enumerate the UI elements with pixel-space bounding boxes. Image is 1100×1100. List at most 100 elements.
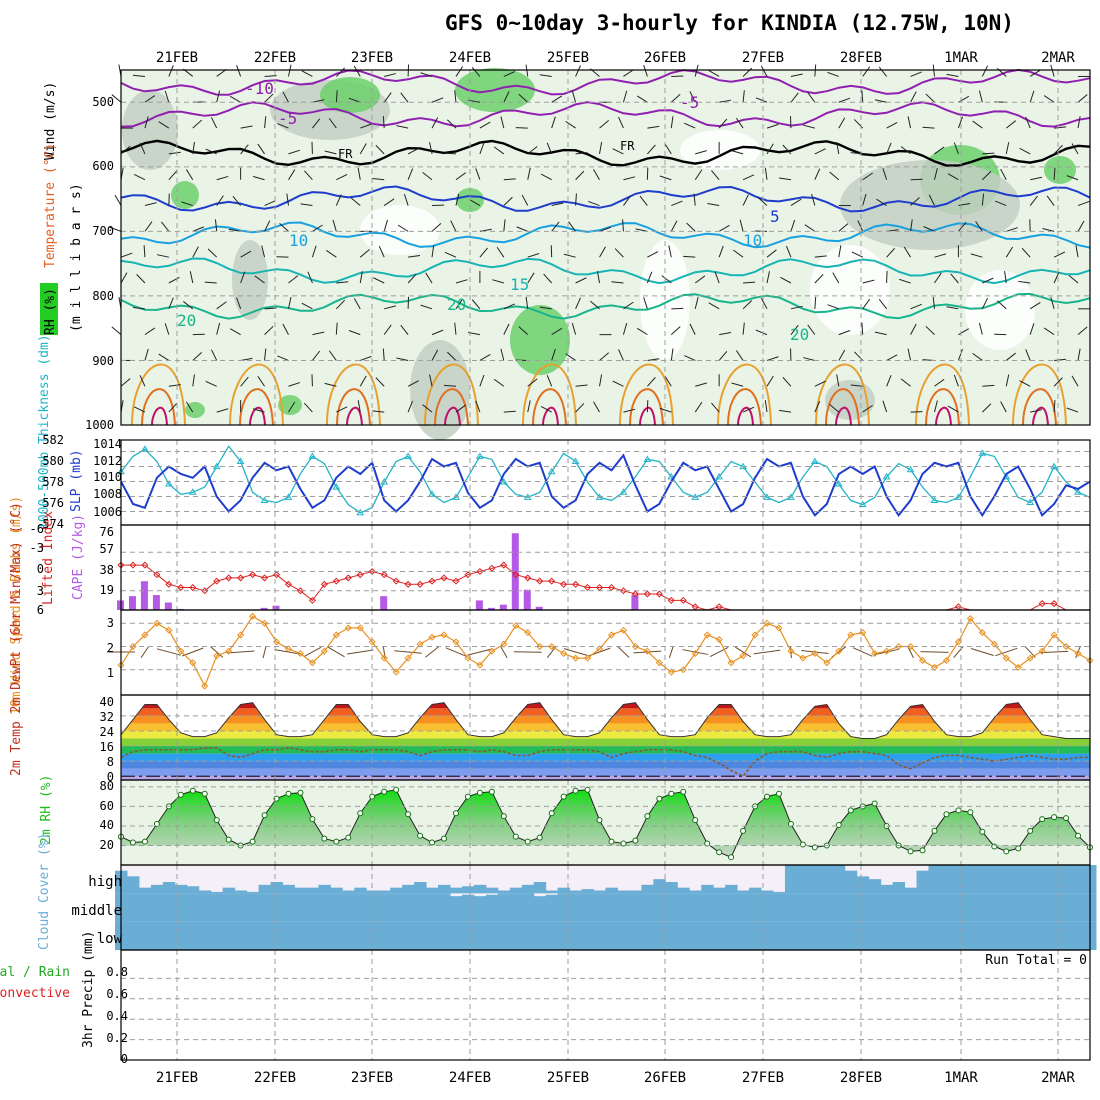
lifted-index-point <box>619 587 627 595</box>
cloud-bar <box>126 893 140 922</box>
wind-barb <box>596 271 601 284</box>
cloud-axis-label: Cloud Cover (%) <box>37 833 52 950</box>
wind-barb <box>431 349 439 361</box>
wind10m-point <box>524 629 532 637</box>
wind-barb <box>801 650 829 654</box>
wind-barb <box>803 124 815 129</box>
wind-barb <box>407 168 414 180</box>
cloud-bar <box>820 921 834 950</box>
wind-barb <box>622 219 624 232</box>
cloud-bar <box>162 921 176 950</box>
wind10m-point <box>344 624 352 632</box>
wind-barb <box>874 331 887 336</box>
cloud-bar <box>294 893 307 922</box>
wind-barb <box>407 400 414 413</box>
precip-tick: 0.6 <box>106 987 128 1001</box>
wind-barb <box>264 220 271 232</box>
wind10m-point <box>631 642 639 651</box>
wind-barb <box>807 92 816 103</box>
rh2m-point <box>393 786 400 793</box>
wind-barb <box>978 90 983 103</box>
wind-barb <box>551 348 556 361</box>
thickness-tick: 576 <box>42 496 64 510</box>
wind-barb <box>563 253 576 258</box>
cloud-bar <box>1000 921 1013 950</box>
wind-barb <box>1000 401 1007 413</box>
wind-barb <box>958 328 970 336</box>
cloud-bar <box>521 893 535 922</box>
rh2m-point <box>656 795 663 802</box>
wind10m-point <box>129 642 137 651</box>
wind-barb <box>623 176 636 181</box>
cloud-bar <box>390 887 403 894</box>
cloud-bar <box>749 893 762 922</box>
wind10m-point <box>284 645 293 653</box>
wind-barb <box>431 117 439 129</box>
wind-barb <box>695 150 707 155</box>
wind-barb <box>622 322 628 335</box>
wind10m-point <box>763 619 771 627</box>
rh2m-point <box>536 834 543 841</box>
isotherm-line <box>444 406 461 426</box>
cloud-bar <box>461 921 475 950</box>
wind10m-point <box>883 647 891 655</box>
cloud-bar <box>569 890 583 894</box>
cloud-bar <box>605 893 618 922</box>
wind-barb <box>874 99 887 103</box>
isotherm-line <box>935 406 952 426</box>
wind-barb <box>168 297 174 310</box>
thickness-point <box>715 472 724 480</box>
wind-barb <box>803 357 815 361</box>
wind-barb <box>455 404 466 413</box>
wind-barb <box>144 327 156 336</box>
wind-barb <box>422 171 433 181</box>
wind-barb <box>851 251 863 258</box>
cloud-bar <box>270 893 283 922</box>
wind10m-point <box>1038 647 1046 655</box>
wind-barb <box>981 65 989 77</box>
wind-barb <box>886 142 892 155</box>
wind-barb <box>304 402 313 413</box>
lifted-index-point <box>512 571 520 579</box>
lifted-index-point <box>595 584 604 592</box>
wind-barb <box>1029 69 1041 77</box>
lifted-index-axis-label: Lifted Index <box>41 511 56 605</box>
wind10m-point <box>368 638 376 646</box>
wind-barb <box>764 167 768 180</box>
cloud-bar <box>713 893 726 922</box>
wind10m-point <box>907 642 915 651</box>
wind-barb <box>378 246 385 258</box>
rh2m-point <box>249 838 256 845</box>
wind-barb <box>1053 251 1066 258</box>
wind-barb <box>659 407 672 413</box>
cloud-bar <box>270 921 283 950</box>
bottom-date-label: 1MAR <box>944 1070 978 1086</box>
wind-barb <box>429 374 433 387</box>
lifted-index-point <box>380 571 388 579</box>
cloud-bar <box>772 921 786 950</box>
wind10m-point <box>356 624 364 632</box>
wind-barb <box>684 122 696 129</box>
cloud-bar <box>964 921 977 950</box>
temp2m-tick: 0 <box>107 770 114 784</box>
wind-barb <box>886 374 892 387</box>
temp2m-tick: 32 <box>100 710 114 724</box>
wind-barb <box>778 409 791 413</box>
rh2m-point <box>967 809 974 816</box>
wind-barb <box>455 66 464 77</box>
wind-barb <box>718 224 730 232</box>
wind-barb <box>981 171 992 181</box>
wind-barb <box>111 94 122 103</box>
cloud-bar <box>1072 893 1085 922</box>
cape-bar <box>499 604 507 610</box>
wind-barb <box>236 297 242 309</box>
lifted-index-point <box>165 580 173 588</box>
temperature-axis-label: Temperature (°C) <box>43 143 58 268</box>
wind-barb <box>383 219 388 232</box>
rh-shading <box>680 130 760 170</box>
slp-tick: 1012 <box>93 454 122 468</box>
wind-barb <box>1025 349 1031 361</box>
wind10m-point <box>452 638 460 646</box>
wind-barb <box>953 142 959 155</box>
wind-barb <box>539 306 552 310</box>
